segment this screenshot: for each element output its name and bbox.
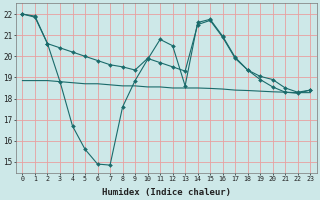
X-axis label: Humidex (Indice chaleur): Humidex (Indice chaleur): [102, 188, 231, 197]
